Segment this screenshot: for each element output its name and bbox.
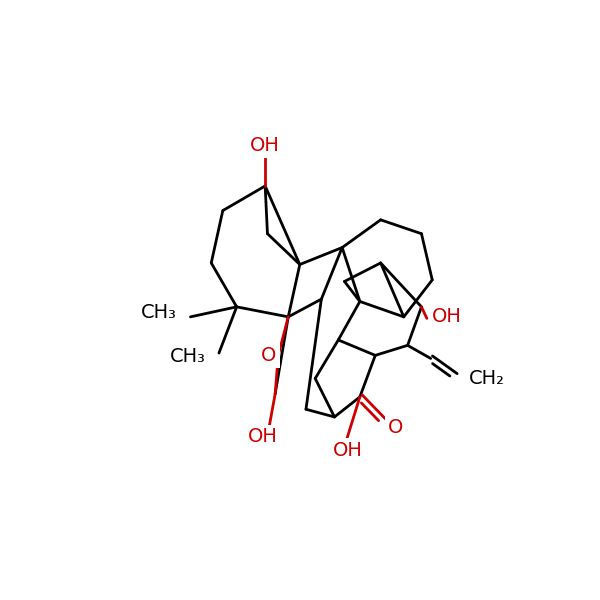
Text: CH₂: CH₂	[469, 369, 505, 388]
Text: OH: OH	[248, 427, 278, 446]
Text: O: O	[388, 418, 404, 437]
Text: O: O	[262, 346, 277, 365]
Text: CH₃: CH₃	[170, 347, 206, 367]
Text: OH: OH	[432, 307, 462, 326]
Text: CH₃: CH₃	[141, 303, 176, 322]
Text: OH: OH	[332, 442, 362, 460]
Text: OH: OH	[250, 136, 280, 155]
